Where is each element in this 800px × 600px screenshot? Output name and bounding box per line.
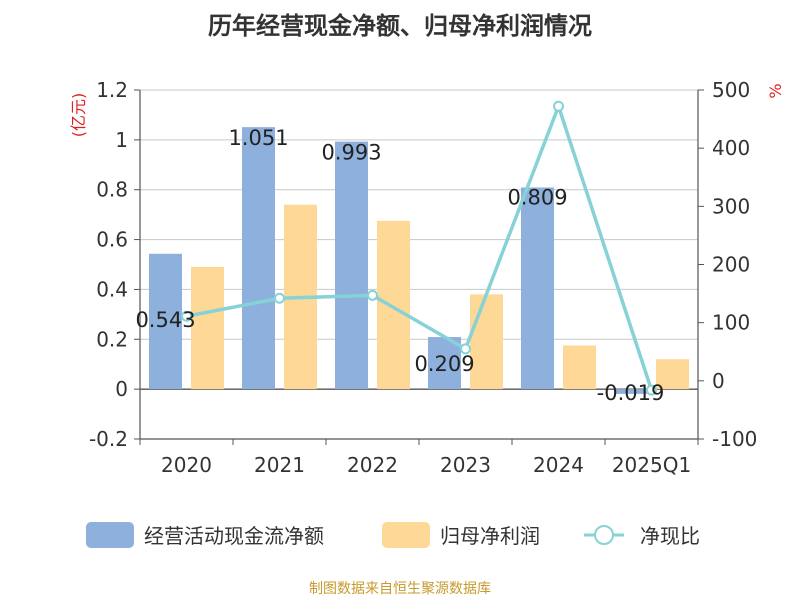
x-tick-label: 2023 — [440, 453, 491, 477]
net-cash-ratio-point — [553, 100, 564, 112]
right-tick-label: 100 — [712, 311, 750, 335]
net-cash-ratio-point — [460, 343, 471, 355]
net-cash-ratio-line — [181, 100, 657, 396]
right-tick-label: 300 — [712, 194, 750, 218]
net-cash-ratio-path — [186, 104, 654, 391]
data-label-operating-cash-flow: 1.051 — [228, 126, 288, 150]
legend: 经营活动现金流净额 归母净利润 净现比 — [86, 522, 700, 548]
left-tick-label: 0.6 — [96, 228, 128, 252]
bar-operating-cash-flow — [242, 127, 275, 390]
bar-operating-cash-flow — [428, 337, 461, 390]
data-labels: 0.543 1.051 0.993 0.209 0.809 -0.019 — [135, 126, 664, 405]
left-tick-label: 1 — [115, 128, 128, 152]
bar-net-profit — [563, 345, 596, 390]
data-label-operating-cash-flow: 0.209 — [414, 352, 474, 376]
net-cash-ratio-point — [367, 289, 378, 301]
left-tick-label: 1.2 — [96, 78, 128, 102]
left-tick-label: 0.2 — [96, 327, 128, 351]
net-cash-ratio-point — [181, 310, 192, 322]
chart-title: 历年经营现金净额、归母净利润情况 — [208, 12, 592, 40]
legend-swatch — [86, 522, 134, 548]
source-note: 制图数据来自恒生聚源数据库 — [309, 581, 491, 597]
x-tick-label: 2025Q1 — [612, 453, 691, 477]
data-label-operating-cash-flow: 0.993 — [321, 141, 381, 165]
bars — [149, 127, 689, 394]
legend-label: 经营活动现金流净额 — [144, 524, 324, 548]
data-label-operating-cash-flow: 0.809 — [507, 185, 567, 209]
left-axis-unit: (亿元) — [69, 93, 88, 138]
right-tick-label: -100 — [712, 427, 757, 451]
data-label-operating-cash-flow: -0.019 — [597, 381, 665, 405]
bar-operating-cash-flow — [521, 187, 554, 390]
x-tick-label: 2020 — [161, 453, 212, 477]
left-tick-label: 0.4 — [96, 277, 128, 301]
bar-net-profit — [191, 266, 224, 390]
net-cash-ratio-point — [646, 384, 657, 396]
net-cash-ratio-point — [274, 292, 285, 304]
legend-label: 净现比 — [640, 524, 700, 548]
x-tick-label: 2024 — [533, 453, 584, 477]
legend-label: 归母净利润 — [440, 524, 540, 548]
right-tick-label: 400 — [712, 136, 750, 160]
left-tick-label: 0.8 — [96, 178, 128, 202]
bar-operating-cash-flow — [149, 253, 182, 390]
legend-swatch — [382, 522, 430, 548]
legend-line-marker — [594, 525, 614, 545]
data-label-operating-cash-flow: 0.543 — [135, 308, 195, 332]
right-tick-label: 200 — [712, 253, 750, 277]
right-tick-label: 500 — [712, 78, 750, 102]
bar-operating-cash-flow — [335, 141, 368, 390]
right-axis-unit: % — [766, 83, 785, 98]
x-tick-label: 2021 — [254, 453, 305, 477]
left-tick-label: -0.2 — [89, 427, 128, 451]
bar-operating-cash-flow — [614, 389, 647, 394]
axes: -0.2 0 0.2 0.4 0.6 0.8 1 1.2 -100 0 100 200 300 400 50… — [69, 78, 785, 477]
x-tick-label: 2022 — [347, 453, 398, 477]
right-tick-label: 0 — [712, 369, 725, 393]
bar-net-profit — [656, 359, 689, 390]
bar-net-profit — [470, 294, 503, 390]
bar-net-profit — [377, 220, 410, 390]
left-tick-label: 0 — [115, 377, 128, 401]
